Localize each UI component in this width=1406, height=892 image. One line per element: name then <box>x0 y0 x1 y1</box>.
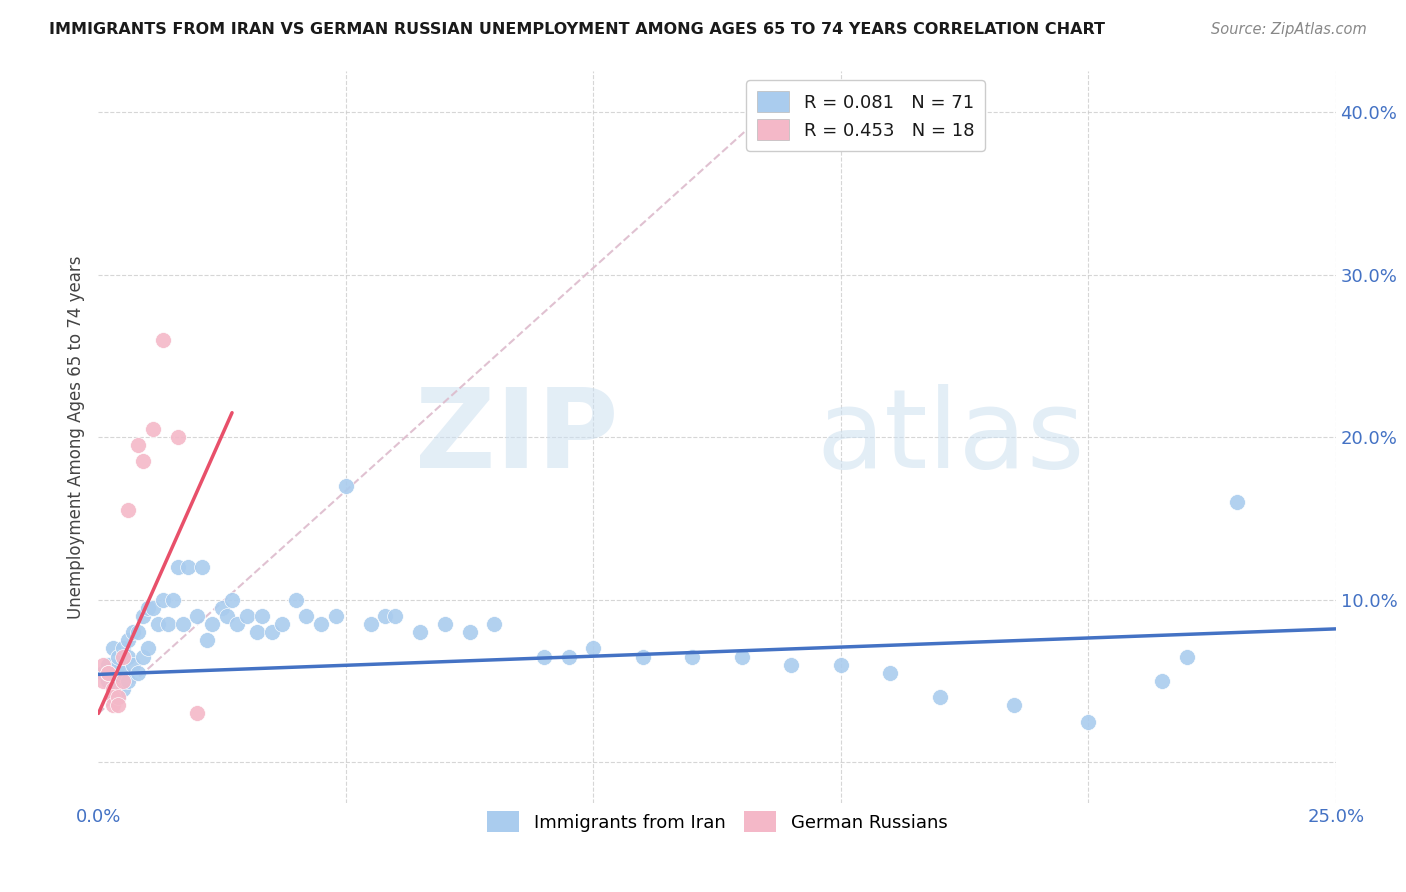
Point <box>1002 698 1025 713</box>
Point <box>103 681 125 696</box>
Point <box>112 649 135 664</box>
Point <box>162 592 184 607</box>
Point <box>132 454 155 468</box>
Point <box>360 617 382 632</box>
Point <box>93 657 115 672</box>
Point <box>103 673 125 688</box>
Point <box>211 600 233 615</box>
Point <box>582 641 605 656</box>
Point <box>186 608 208 623</box>
Text: IMMIGRANTS FROM IRAN VS GERMAN RUSSIAN UNEMPLOYMENT AMONG AGES 65 TO 74 YEARS CO: IMMIGRANTS FROM IRAN VS GERMAN RUSSIAN U… <box>49 22 1105 37</box>
Point <box>107 649 129 664</box>
Point <box>195 633 218 648</box>
Text: atlas: atlas <box>815 384 1084 491</box>
Legend: Immigrants from Iran, German Russians: Immigrants from Iran, German Russians <box>478 803 956 841</box>
Point <box>409 625 432 640</box>
Point <box>152 333 174 347</box>
Point <box>201 617 224 632</box>
Text: Source: ZipAtlas.com: Source: ZipAtlas.com <box>1211 22 1367 37</box>
Point <box>250 608 273 623</box>
Point <box>325 608 347 623</box>
Point <box>780 657 803 672</box>
Point <box>191 560 214 574</box>
Point <box>221 592 243 607</box>
Point <box>103 641 125 656</box>
Point <box>103 690 125 705</box>
Point <box>97 673 120 688</box>
Point <box>246 625 269 640</box>
Point <box>879 665 901 680</box>
Point <box>309 617 332 632</box>
Point <box>136 641 159 656</box>
Point <box>107 690 129 705</box>
Point <box>260 625 283 640</box>
Point <box>270 617 292 632</box>
Point <box>97 665 120 680</box>
Point <box>631 649 654 664</box>
Point <box>1152 673 1174 688</box>
Point <box>132 608 155 623</box>
Point <box>172 617 194 632</box>
Point <box>97 657 120 672</box>
Point <box>107 698 129 713</box>
Point <box>117 673 139 688</box>
Point <box>285 592 308 607</box>
Point <box>217 608 239 623</box>
Point <box>107 657 129 672</box>
Point <box>166 560 188 574</box>
Point <box>186 706 208 721</box>
Point <box>112 641 135 656</box>
Point <box>146 617 169 632</box>
Text: ZIP: ZIP <box>415 384 619 491</box>
Point <box>557 649 579 664</box>
Point <box>152 592 174 607</box>
Point <box>117 649 139 664</box>
Point <box>830 657 852 672</box>
Point <box>928 690 950 705</box>
Point <box>112 665 135 680</box>
Point <box>1226 495 1249 509</box>
Point <box>681 649 703 664</box>
Point <box>122 625 145 640</box>
Point <box>384 608 406 623</box>
Point <box>103 690 125 705</box>
Point <box>142 600 165 615</box>
Y-axis label: Unemployment Among Ages 65 to 74 years: Unemployment Among Ages 65 to 74 years <box>67 255 86 619</box>
Point <box>295 608 318 623</box>
Point <box>107 690 129 705</box>
Point <box>122 657 145 672</box>
Point <box>166 430 188 444</box>
Point <box>127 438 149 452</box>
Point <box>176 560 198 574</box>
Point <box>112 673 135 688</box>
Point <box>156 617 179 632</box>
Point <box>374 608 396 623</box>
Point <box>97 665 120 680</box>
Point <box>136 600 159 615</box>
Point <box>484 617 506 632</box>
Point <box>458 625 481 640</box>
Point <box>93 673 115 688</box>
Point <box>1175 649 1198 664</box>
Point <box>142 422 165 436</box>
Point <box>132 649 155 664</box>
Point <box>1077 714 1099 729</box>
Point <box>226 617 249 632</box>
Point <box>533 649 555 664</box>
Point <box>127 625 149 640</box>
Point <box>335 479 357 493</box>
Point <box>433 617 456 632</box>
Point <box>112 681 135 696</box>
Point <box>103 698 125 713</box>
Point <box>93 665 115 680</box>
Point <box>117 633 139 648</box>
Point <box>236 608 259 623</box>
Point <box>731 649 754 664</box>
Point <box>127 665 149 680</box>
Point <box>117 503 139 517</box>
